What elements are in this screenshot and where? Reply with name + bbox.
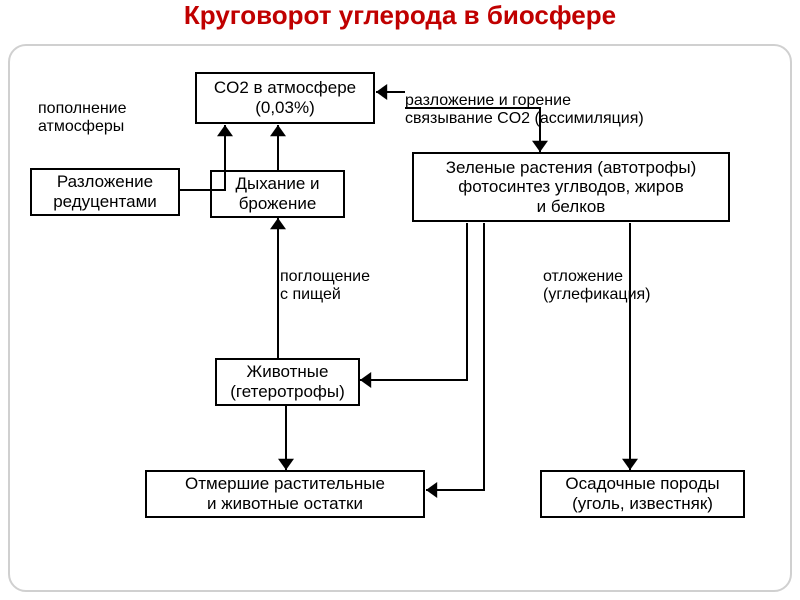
page-title: Круговорот углерода в биосфере xyxy=(0,2,800,29)
node-co2: CO2 в атмосфере (0,03%) xyxy=(195,72,375,124)
label-atmosphere-refill: пополнение атмосферы xyxy=(38,100,127,135)
label-deposition: отложение (углефикация) xyxy=(543,268,651,303)
label-food-absorption: поглощение с пищей xyxy=(280,268,370,303)
node-animals: Животные (гетеротрофы) xyxy=(215,358,360,406)
node-breathing: Дыхание и брожение xyxy=(210,170,345,218)
node-reducers: Разложение редуцентами xyxy=(30,168,180,216)
node-plants: Зеленые растения (автотрофы) фотосинтез … xyxy=(412,152,730,222)
label-decomposition-combustion: разложение и горение связывание CO2 (асс… xyxy=(405,92,644,127)
node-remains: Отмершие растительные и животные остатки xyxy=(145,470,425,518)
node-sediment: Осадочные породы (уголь, известняк) xyxy=(540,470,745,518)
